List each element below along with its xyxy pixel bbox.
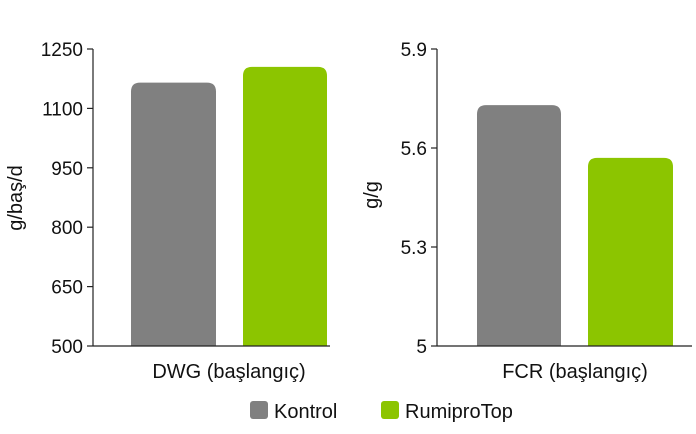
y-tick-label-0-3: 950 [51, 159, 83, 180]
y-tick-label-0-1: 650 [51, 278, 83, 299]
y-tick-label-1-1: 5.3 [401, 238, 427, 259]
y-tick-label-0-0: 500 [51, 337, 83, 358]
bar-dwg-kontrol [131, 82, 216, 346]
bar-dwg-rumiprotop [243, 66, 327, 346]
x-category-label-0: DWG (başlangıç) [152, 361, 305, 383]
y-tick-label-1-0: 5 [416, 337, 427, 358]
x-category-label-1: FCR (başlangıç) [502, 361, 648, 383]
legend-swatch-kontrol [250, 401, 268, 419]
legend-swatch-rumiprotop [381, 401, 399, 419]
y-axis-label-0: g/baş/d [5, 165, 27, 231]
legend-label-kontrol: Kontrol [274, 401, 337, 423]
y-tick-label-0-2: 800 [51, 218, 83, 239]
y-tick-label-1-3: 5.9 [401, 40, 427, 61]
legend-label-rumiprotop: RumiproTop [405, 401, 513, 423]
y-axis-label-1: g/g [361, 181, 383, 209]
bar-fcr-rumiprotop [588, 157, 673, 346]
y-tick-label-1-2: 5.6 [401, 139, 427, 160]
y-tick-label-0-4: 1100 [42, 99, 83, 120]
y-tick-label-0-5: 1250 [41, 40, 83, 61]
bar-fcr-kontrol [477, 105, 561, 346]
